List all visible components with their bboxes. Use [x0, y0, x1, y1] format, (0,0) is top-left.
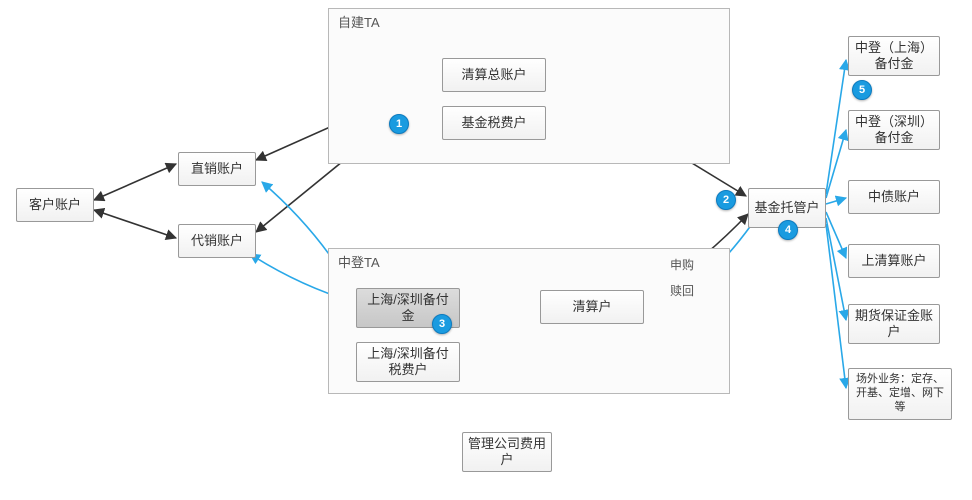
- diagram-canvas: { "type": "flowchart", "canvas": { "w": …: [0, 0, 972, 500]
- badge-b4: 4: [778, 220, 798, 240]
- edge-11: [826, 60, 846, 194]
- node-csdc_sz: 中登（深圳）备付金: [848, 110, 940, 150]
- node-futures: 期货保证金账户: [848, 304, 940, 344]
- container-label-csdc_ta: 中登TA: [338, 252, 380, 271]
- badge-b3: 3: [432, 314, 452, 334]
- badge-b1: 1: [389, 114, 409, 134]
- node-agent: 代销账户: [178, 224, 256, 258]
- badge-b5: 5: [852, 80, 872, 100]
- badge-b2: 2: [716, 190, 736, 210]
- edge-label-1: 赎回: [670, 282, 694, 299]
- node-fund_tax: 基金税费户: [442, 106, 546, 140]
- container-label-self_ta: 自建TA: [338, 12, 380, 31]
- edge-16: [826, 224, 846, 388]
- edge-13: [826, 198, 846, 204]
- node-sh_sz_tax: 上海/深圳备付税费户: [356, 342, 460, 382]
- node-csdc_sh: 中登（上海）备付金: [848, 36, 940, 76]
- node-cdc: 中债账户: [848, 180, 940, 214]
- node-clear_acct: 清算户: [540, 290, 644, 324]
- edge-1: [94, 210, 176, 238]
- node-mgmt_fee: 管理公司费用户: [462, 432, 552, 472]
- edge-12: [826, 130, 846, 198]
- node-clear_main: 清算总账户: [442, 58, 546, 92]
- node-sh_clear: 上清算账户: [848, 244, 940, 278]
- node-otc: 场外业务：定存、开基、定增、网下等: [848, 368, 952, 420]
- edge-0: [94, 164, 176, 200]
- edge-15: [826, 218, 846, 320]
- node-customer: 客户账户: [16, 188, 94, 222]
- edge-14: [826, 212, 846, 258]
- edge-label-0: 申购: [670, 256, 694, 273]
- node-direct: 直销账户: [178, 152, 256, 186]
